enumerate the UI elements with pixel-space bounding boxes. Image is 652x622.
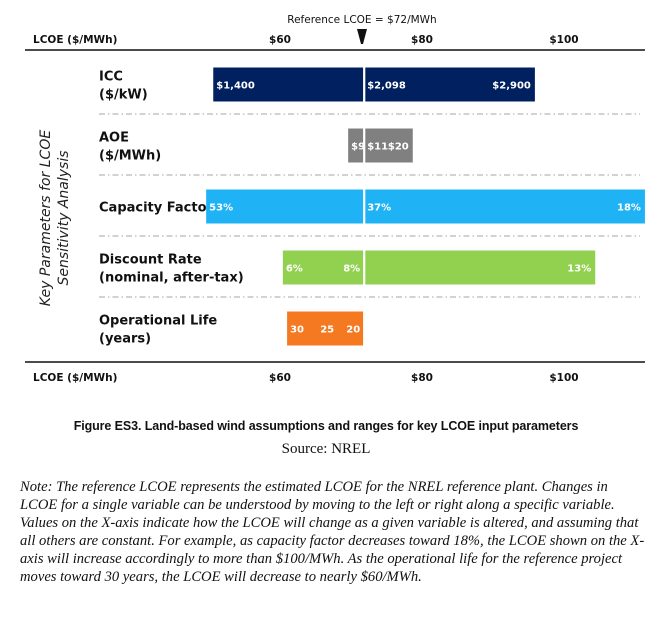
- x-axis-ticks-top: $60 $80 $100: [269, 34, 579, 46]
- bar-segment-low: [287, 311, 364, 346]
- figure-note: Note: The reference LCOE represents the …: [20, 479, 645, 586]
- x-tick-label: $80: [411, 372, 433, 384]
- parameter-row-discount-rate: Discount Rate (nominal, after-tax) 6% 8% 13%: [99, 250, 640, 298]
- reference-lcoe-label: Reference LCOE = $72/MWh: [287, 14, 436, 26]
- x-tick-label: $100: [549, 372, 578, 384]
- y-axis-label-line-2: Sensitivity Analysis: [56, 150, 72, 285]
- y-axis-label-line-1: Key Parameters for LCOE: [38, 130, 54, 307]
- x-axis-ticks-bottom: $60 $80 $100: [269, 372, 579, 384]
- y-axis-label: Key Parameters for LCOE Sensitivity Anal…: [38, 130, 72, 307]
- x-axis-label-bottom: LCOE ($/MWh): [33, 372, 117, 384]
- bar-segment-low: [282, 250, 364, 285]
- bar-segment-high: [365, 250, 596, 285]
- parameter-row-aoe: AOE ($/MWh) $9 $11 $20: [99, 128, 640, 176]
- bar-segment-high: [365, 189, 645, 224]
- bar-segment-low: [206, 189, 364, 224]
- bar-segment-low: [348, 128, 364, 163]
- bar-segment-low: [213, 67, 364, 102]
- parameter-label: Capacity Factor: [99, 201, 214, 216]
- parameter-row-operational-life: Operational Life (years) 30 25 20: [99, 311, 366, 347]
- parameter-label: (years): [99, 332, 151, 347]
- figure-caption: Figure ES3. Land-based wind assumptions …: [73, 419, 579, 433]
- x-tick-label: $60: [269, 34, 291, 46]
- bar-value-label: $2,900: [492, 81, 531, 92]
- parameter-label: Discount Rate: [99, 253, 202, 268]
- parameter-label: ICC: [99, 70, 123, 85]
- bar-value-label: 25: [320, 325, 334, 336]
- tornado-chart: Reference LCOE = $72/MWh LCOE ($/MWh) $6…: [25, 14, 645, 384]
- bar-value-label: 6%: [286, 264, 303, 275]
- figure-source: Source: NREL: [281, 441, 371, 457]
- bar-value-label: 20: [346, 325, 360, 336]
- bar-value-label: $9: [351, 142, 365, 153]
- x-axis-label-top: LCOE ($/MWh): [33, 34, 117, 46]
- bar-value-label: $11: [367, 142, 388, 153]
- bar-value-label: $2,098: [367, 81, 406, 92]
- bar-segment-high: [365, 67, 535, 102]
- reference-marker-icon: [357, 29, 367, 44]
- bar-value-label: $1,400: [216, 81, 255, 92]
- parameter-row-icc: ICC ($/kW) $1,400 $2,098 $2,900: [99, 67, 640, 115]
- parameter-label: ($/kW): [99, 88, 148, 103]
- bar-value-label: 53%: [209, 203, 233, 214]
- parameter-label: (nominal, after-tax): [99, 271, 244, 286]
- bar-value-label: 37%: [367, 203, 391, 214]
- x-tick-label: $80: [411, 34, 433, 46]
- x-tick-label: $60: [269, 372, 291, 384]
- bar-value-label: 30: [290, 325, 304, 336]
- bar-value-label: 8%: [343, 264, 360, 275]
- parameter-label: AOE: [99, 131, 129, 146]
- parameter-label: Operational Life: [99, 314, 217, 329]
- parameter-label: ($/MWh): [99, 149, 161, 164]
- bar-value-label: 13%: [567, 264, 591, 275]
- x-tick-label: $100: [549, 34, 578, 46]
- bar-value-label: $20: [388, 142, 409, 153]
- bar-segment-high: [365, 128, 413, 163]
- bar-value-label: 18%: [617, 203, 641, 214]
